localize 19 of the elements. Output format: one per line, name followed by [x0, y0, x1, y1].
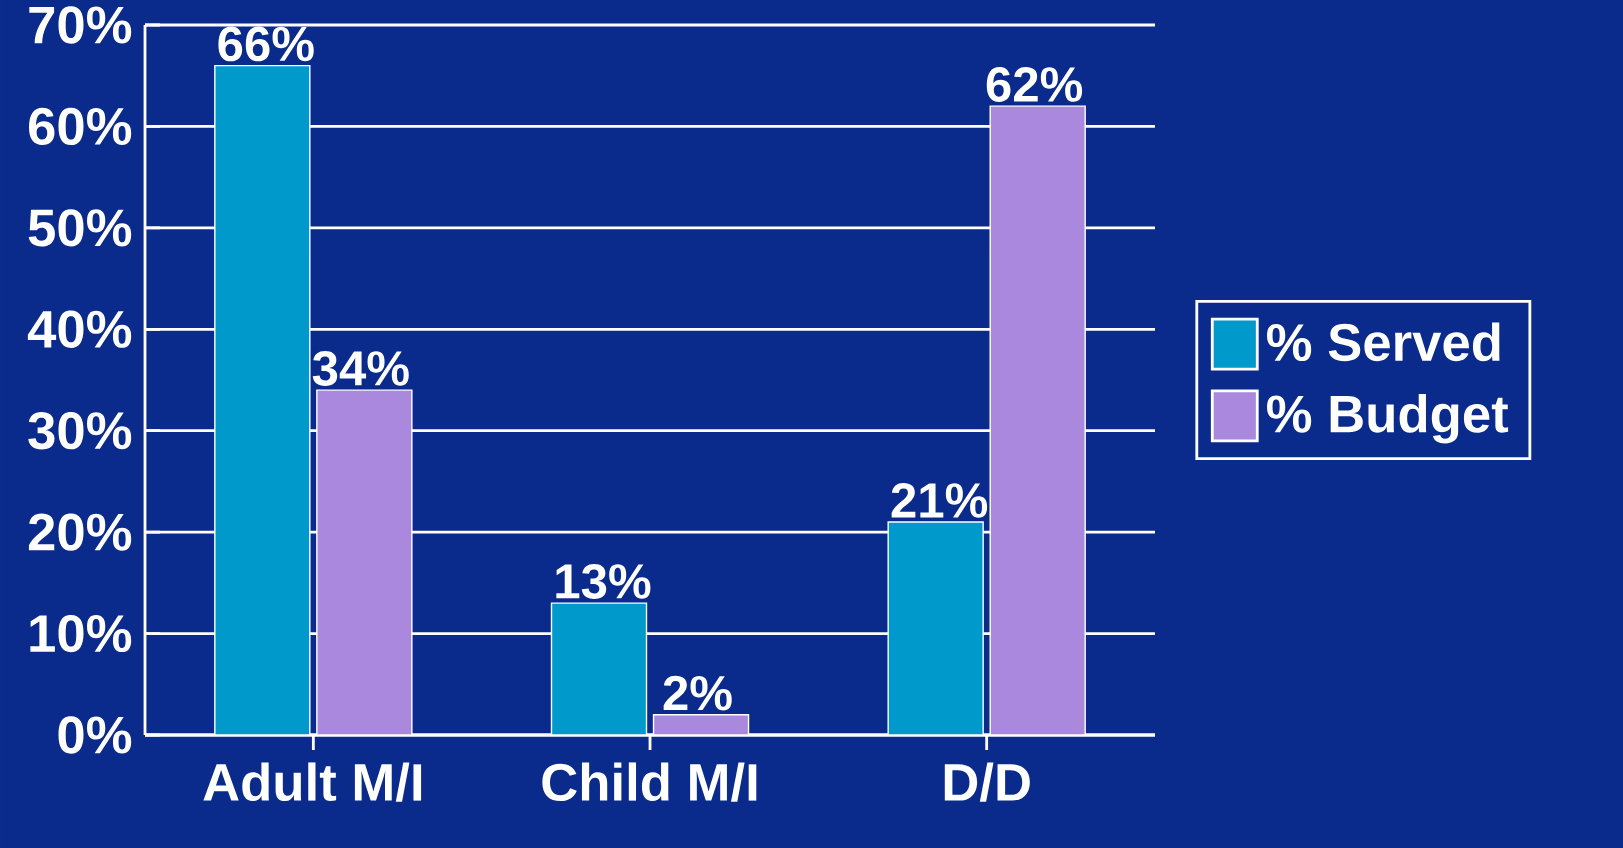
x-tick-label: D/D	[944, 762, 1030, 802]
legend-label: % Budget	[1267, 394, 1509, 444]
y-tick-label: 10%	[30, 614, 132, 653]
data-label: 34%	[312, 350, 409, 386]
y-tick-label: 0%	[58, 716, 132, 754]
x-tick-label: Child M/I	[542, 762, 757, 802]
x-tick-label: Adult M/I	[203, 762, 422, 802]
y-tick-label: 40%	[27, 310, 132, 348]
data-label: 13%	[556, 563, 651, 599]
data-label: 66%	[218, 26, 314, 62]
y-tick-label: 20%	[28, 513, 132, 551]
legend-label: % Served	[1267, 322, 1500, 362]
y-tick-label: 60%	[29, 107, 132, 146]
data-label: 2%	[663, 675, 732, 711]
data-label: 62%	[986, 67, 1083, 102]
y-tick-label: 70%	[29, 6, 132, 44]
y-tick-label: 30%	[28, 412, 132, 450]
data-label: 21%	[891, 483, 988, 518]
y-tick-label: 50%	[28, 209, 132, 247]
